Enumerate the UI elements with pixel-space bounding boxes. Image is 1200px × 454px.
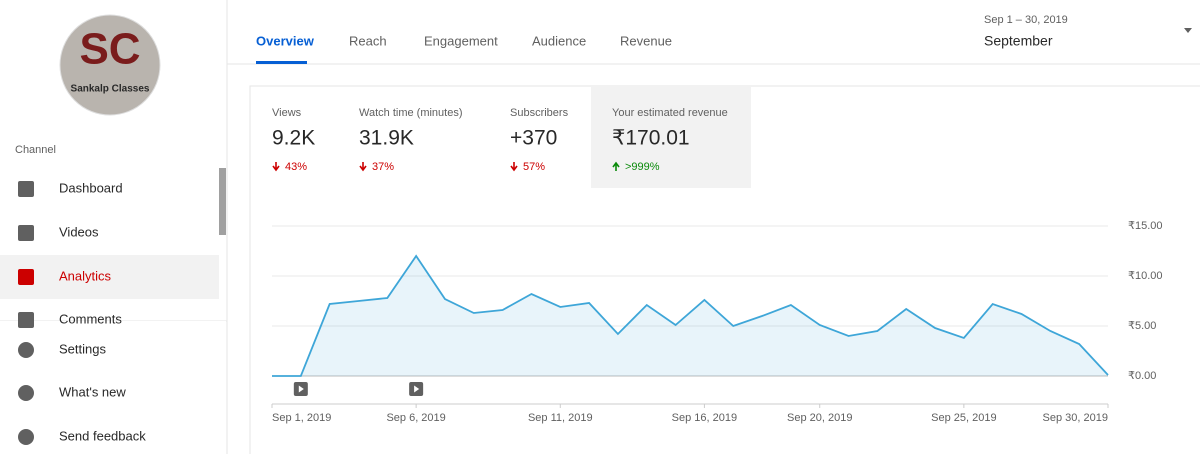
change-arrow [272,162,280,172]
footer-bg [0,321,226,454]
menu-icon[interactable] [18,269,34,285]
area [272,256,1108,376]
section-label: Channel [15,144,56,156]
change-arrow [612,161,620,171]
logo-text: Sankalp Classes [71,84,150,95]
menu-icon[interactable] [18,385,34,401]
x-tick-label: Sep 1, 2019 [272,412,331,424]
tab[interactable]: Audience [532,33,586,48]
metric-value: ₹170.01 [612,127,690,150]
metric-change: 57% [523,161,545,173]
tab[interactable]: Reach [349,33,387,48]
menu-item[interactable]: Dashboard [59,180,123,195]
x-tick-label: Sep 6, 2019 [386,412,445,424]
metric-change: 37% [372,161,394,173]
menu-item[interactable]: What's new [59,384,126,399]
menu-item[interactable]: Comments [59,311,122,326]
menu-item[interactable]: Settings [59,341,106,356]
video-marker-icon [298,385,304,393]
metric-change: >999% [625,161,660,173]
change-arrow [359,162,367,172]
line [272,254,1109,377]
metric-label: Views [272,107,302,119]
tab-underline [256,61,307,64]
menu-item[interactable]: Videos [59,224,99,239]
metric-value: +370 [510,127,557,150]
menu-icon[interactable] [18,181,34,197]
metric-label: Subscribers [510,107,569,119]
logo-initials: SC [79,25,140,74]
menu-item[interactable]: Analytics [59,268,112,283]
change-arrow [510,162,518,172]
metric-label: Watch time (minutes) [359,107,463,119]
y-tick-label: ₹0.00 [1128,370,1156,382]
tab[interactable]: Overview [256,33,315,48]
metric-value: 9.2K [272,127,315,150]
scrollbar [219,168,226,235]
metric-value: 31.9K [359,127,414,150]
video-marker-icon [414,385,420,393]
metric-change: 43% [285,161,307,173]
active-item-bg [0,255,219,299]
y-tick-label: ₹15.00 [1128,220,1163,232]
y-tick-label: ₹10.00 [1128,270,1163,282]
tab[interactable]: Engagement [424,33,498,48]
metric-label: Your estimated revenue [612,107,728,119]
channel-logo[interactable] [59,14,161,116]
x-tick-label: Sep 30, 2019 [1043,412,1108,424]
y-tick-label: ₹5.00 [1128,320,1156,332]
menu-icon[interactable] [18,225,34,241]
menu-icon[interactable] [18,429,34,445]
selected-metric-bg[interactable] [591,87,751,188]
date-label[interactable]: September [984,33,1053,49]
x-tick-label: Sep 16, 2019 [672,412,737,424]
x-tick-label: Sep 20, 2019 [787,412,852,424]
menu-icon[interactable] [18,342,34,358]
menu-item[interactable]: Send feedback [59,428,146,443]
menu-icon[interactable] [18,312,34,328]
date-range: Sep 1 – 30, 2019 [984,14,1068,26]
x-tick-label: Sep 25, 2019 [931,412,996,424]
tab[interactable]: Revenue [620,33,672,48]
dropdown-arrow[interactable] [1184,28,1192,33]
x-tick-label: Sep 11, 2019 [528,412,593,424]
